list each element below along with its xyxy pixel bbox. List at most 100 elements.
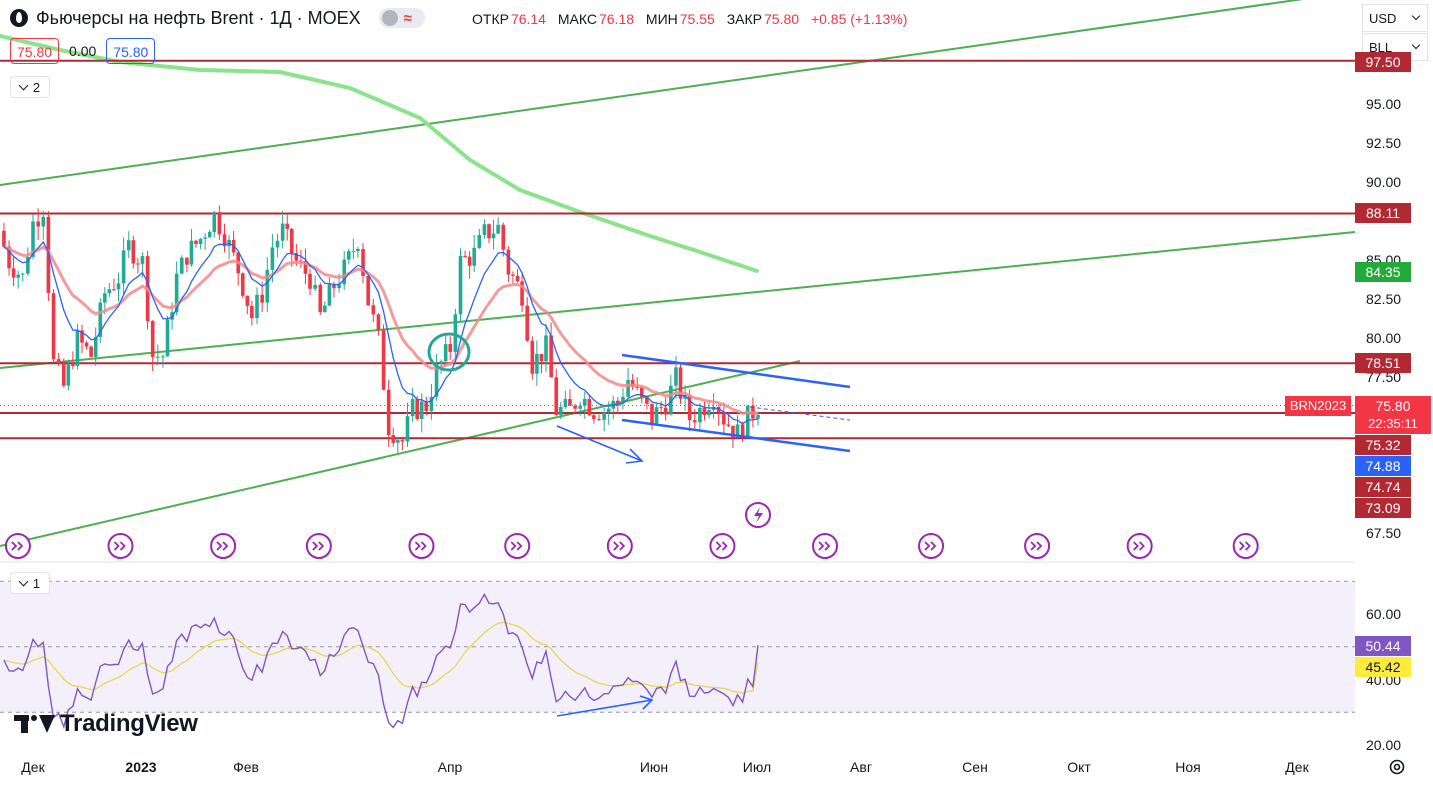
tradingview-logo[interactable]: TradingView [14, 710, 198, 738]
candle-body [692, 420, 697, 423]
candle-body [93, 336, 98, 357]
oil-drop-icon [10, 9, 28, 27]
event-icon-arrows [818, 541, 831, 551]
indicator-count: 2 [32, 79, 41, 95]
candle-body [663, 407, 668, 415]
candle-body [745, 405, 750, 438]
candle-body [361, 248, 365, 277]
candle-body [491, 233, 496, 239]
indicator-count: 1 [32, 575, 41, 591]
time-tick: Сен [962, 759, 988, 775]
event-icon-arrows [414, 541, 427, 551]
candle-body [463, 255, 467, 257]
flag-upper-line [621, 353, 851, 389]
rsi-ma-value-label: 45.42 [1355, 657, 1411, 677]
event-icon [812, 533, 839, 559]
candle-body [308, 273, 312, 289]
candle-body [41, 216, 46, 227]
time-tick: Авг [850, 759, 872, 775]
low-label: МИН [645, 11, 678, 27]
price-tick: 80.00 [1366, 330, 1402, 346]
rsi-ma-line [3, 621, 759, 694]
candle-body [716, 406, 721, 413]
candle-body [520, 281, 524, 306]
price-tick: 67.50 [1366, 525, 1402, 541]
event-icon-arrows [510, 541, 523, 551]
pane-indicators-toggle[interactable]: 2 [10, 76, 50, 98]
compare-toggle[interactable]: ≈ [378, 8, 425, 28]
candle-body [756, 415, 760, 419]
candle-body [156, 356, 160, 358]
candle-body [255, 294, 259, 319]
candle-body [669, 385, 673, 415]
candle-body [75, 330, 80, 367]
candle-body [396, 440, 400, 443]
sell-price-button[interactable]: 75.80 [10, 38, 60, 64]
event-icon [606, 533, 633, 559]
event-icon [107, 533, 134, 559]
rsi-tick: 20.00 [1366, 737, 1402, 753]
candle-body [439, 361, 443, 364]
candle-body [140, 256, 145, 264]
candle-body [203, 237, 207, 239]
high-label: МАКС [557, 11, 597, 27]
divergence-arrowhead [625, 448, 644, 464]
candle-body [198, 238, 203, 244]
buy-price-button[interactable]: 75.80 [106, 38, 156, 64]
candle-body [568, 398, 572, 406]
candle-body [56, 359, 61, 363]
candle-body [126, 240, 131, 251]
event-icon [1024, 533, 1051, 559]
time-tick: Окт [1067, 759, 1091, 775]
candle-body [265, 269, 270, 303]
candle-body [121, 250, 126, 284]
candle-body [535, 353, 539, 374]
time-tick: Апр [437, 759, 463, 775]
candle-body [707, 410, 711, 416]
candle-body [573, 405, 577, 409]
candle-body [678, 367, 683, 399]
candle-body [327, 284, 332, 306]
candle-body [376, 314, 381, 331]
candle-body [525, 305, 529, 341]
candle-body [260, 294, 264, 303]
close-value: 75.80 [764, 11, 800, 27]
time-tick: Июн [639, 759, 669, 775]
rsi-value-label: 50.44 [1355, 636, 1411, 656]
candle-body [51, 293, 56, 360]
time-tick: Фев [233, 759, 259, 775]
candle-body [386, 389, 391, 436]
price-tick: 92.50 [1366, 135, 1402, 151]
candle-body [107, 289, 112, 294]
last-price-label: 75.80 [1355, 396, 1431, 416]
currency-select[interactable]: USD [1362, 4, 1428, 32]
projection-line [749, 406, 851, 421]
chart-header: Фьючерсы на нефть Brent · 1Д · MOEX ≈ [10, 6, 425, 30]
rsi-pane-toggle[interactable]: 1 [10, 572, 50, 594]
symbol-title[interactable]: Фьючерсы на нефть Brent · 1Д · MOEX [36, 7, 361, 28]
candle-body [645, 396, 649, 404]
lightning-glyph [754, 507, 763, 523]
candle-body [443, 344, 448, 362]
candle-body [318, 284, 323, 313]
logo-text: TradingView [60, 710, 198, 737]
time-tick: Дек [1285, 759, 1309, 775]
candle-body [323, 305, 327, 313]
candle-body [303, 260, 308, 274]
rsi-divergence-arrowhead [639, 695, 654, 710]
symbol-badge: BRN2023 [1285, 396, 1351, 416]
candle-body [511, 274, 515, 276]
candle-body [578, 405, 582, 409]
candle-body [621, 396, 625, 404]
gear-icon[interactable] [1388, 758, 1406, 776]
event-icon-arrows [613, 541, 626, 551]
event-icon-arrows [1030, 541, 1043, 551]
candle-body [635, 386, 639, 388]
unit-value: BLL [1369, 39, 1393, 55]
candle-body [36, 221, 40, 227]
candle-body [240, 273, 245, 296]
candle-body [356, 248, 360, 252]
candle-body [103, 293, 107, 303]
candle-body [189, 240, 194, 265]
